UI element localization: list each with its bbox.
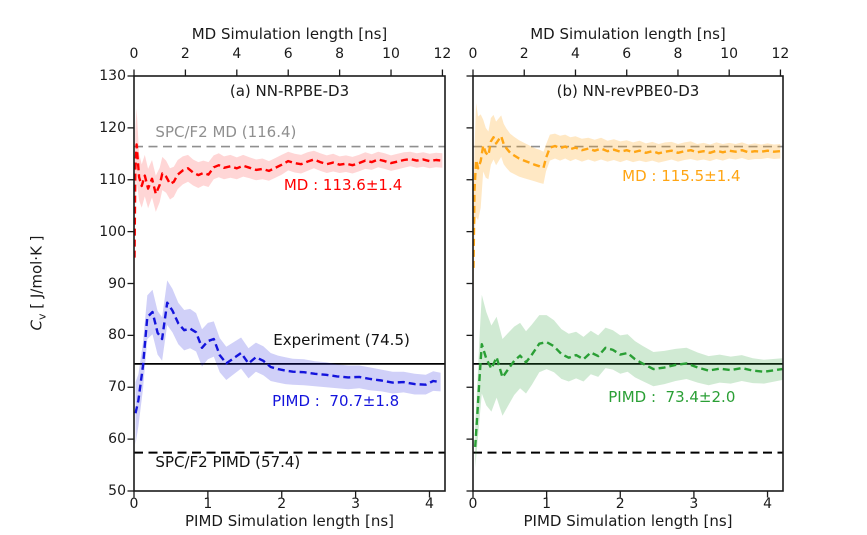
x-tick-label-top: 8 [673, 46, 683, 62]
axes-spines [472, 75, 784, 492]
panel-b-plot-area [473, 103, 783, 468]
panel-a-plot-area [134, 108, 445, 454]
md-curve [134, 143, 443, 258]
x-tick-label-top: 10 [720, 46, 739, 62]
y-tick-label: 70 [108, 379, 126, 396]
x-tick-label-top: 2 [519, 46, 529, 62]
annotation-pimd: PIMD : 73.4±2.0 [608, 387, 736, 406]
panel-b-title: (b) NN-revPBE0-D3 [556, 82, 700, 100]
x-tick-label-top: 10 [382, 46, 400, 62]
y-axis-subscript: v [35, 313, 49, 321]
annotation-experiment: Experiment (74.5) [273, 330, 410, 349]
x-tick-label-bottom: 2 [615, 496, 625, 512]
x-tick-label-top: 6 [622, 46, 632, 62]
x-tick-label-top: 4 [571, 46, 580, 62]
x-tick-label-bottom: 2 [277, 496, 287, 512]
pimd-curve [474, 340, 783, 447]
md-uncertainty-band [134, 108, 443, 305]
x-tick-label-bottom: 0 [468, 496, 478, 512]
pimd-uncertainty-band [475, 294, 783, 468]
pimd-uncertainty-band [135, 280, 441, 445]
bottom-axis-label-panel-b: PIMD Simulation length [ns] [523, 512, 733, 530]
y-tick-label: 60 [108, 431, 126, 448]
x-tick-label-bottom: 1 [203, 496, 213, 512]
tick-marks [466, 69, 782, 498]
x-tick-label-top: 12 [433, 46, 452, 62]
y-axis-symbol: C [27, 320, 46, 331]
x-tick-label-top: 12 [771, 46, 790, 62]
y-tick-label: 110 [99, 171, 126, 188]
tick-marks [127, 69, 444, 498]
x-tick-label-top: 8 [335, 46, 345, 62]
y-axis-label: Cv [ J/mol·K ] [28, 235, 49, 330]
annotation-spcf2: SPC/F2 MD (116.4) [155, 122, 297, 141]
md-curve [473, 135, 781, 268]
y-tick-label: 80 [108, 327, 126, 344]
x-tick-label-bottom: 3 [351, 496, 361, 512]
top-axis-label-panel-b: MD Simulation length [ns] [530, 25, 726, 43]
y-tick-label: 100 [99, 223, 126, 240]
x-tick-label-top: 2 [180, 46, 190, 62]
x-tick-label-bottom: 4 [763, 496, 772, 512]
annotation-pimd: PIMD : 70.7±1.8 [272, 392, 400, 411]
annotation-md: MD : 113.6±1.4 [283, 176, 403, 195]
y-tick-label: 90 [108, 275, 126, 292]
x-tick-label-top: 0 [468, 46, 478, 62]
x-tick-label-top: 4 [232, 46, 242, 62]
y-tick-label: 50 [108, 483, 126, 499]
x-tick-label-bottom: 4 [425, 496, 434, 512]
top-axis-label-panel-a: MD Simulation length [ns] [191, 25, 388, 43]
annotation-spcf2: SPC/F2 PIMD (57.4) [155, 452, 301, 471]
x-tick-label-top: 0 [129, 46, 139, 62]
x-tick-label-bottom: 0 [129, 496, 139, 512]
x-tick-label-bottom: 1 [542, 496, 552, 512]
y-tick-label: 120 [99, 119, 126, 136]
md-uncertainty-band [473, 103, 781, 315]
y-axis-units: [ J/mol·K ] [27, 235, 46, 314]
y-tick-label: 130 [99, 68, 126, 84]
pimd-curve [134, 301, 441, 414]
bottom-axis-label-panel-a: PIMD Simulation length [ns] [184, 512, 394, 530]
panel-a-title: (a) NN-RPBE-D3 [229, 82, 350, 100]
annotation-md: MD : 115.5±1.4 [622, 167, 741, 186]
x-tick-label-top: 6 [283, 46, 293, 62]
x-tick-label-bottom: 3 [689, 496, 699, 512]
